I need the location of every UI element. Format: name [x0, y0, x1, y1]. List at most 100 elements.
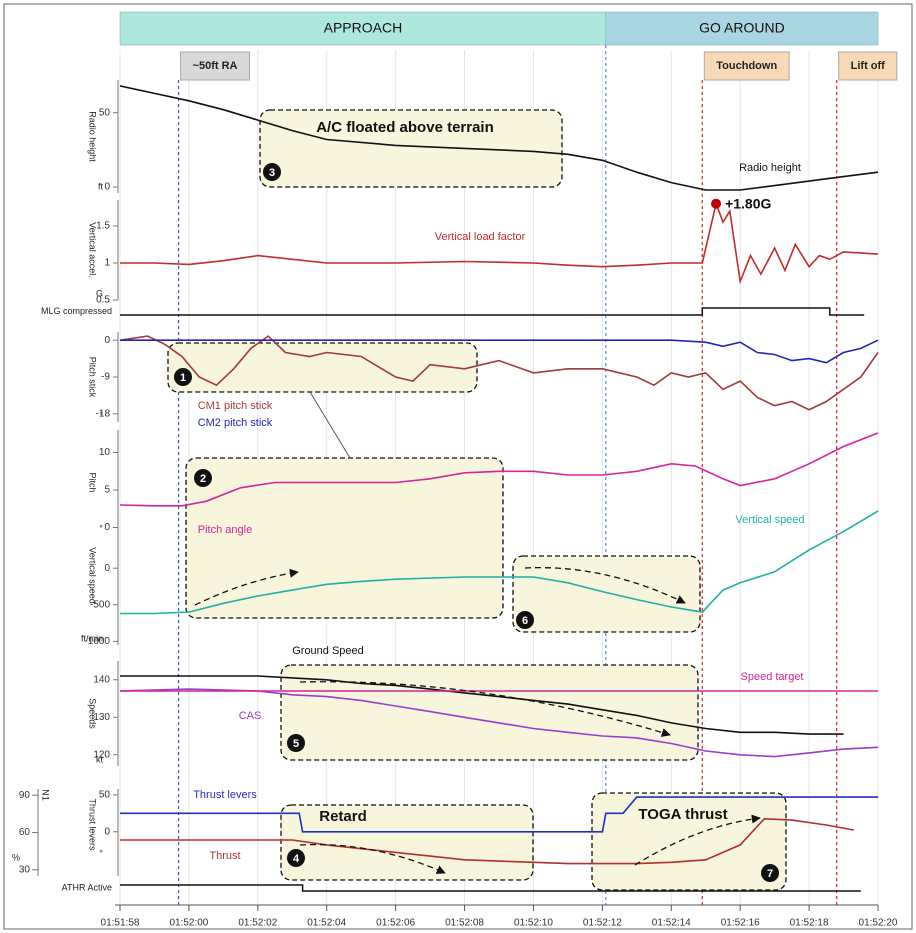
y2-tick-label: 50	[99, 790, 111, 801]
phase-bar	[605, 11, 879, 46]
highlight-box	[512, 555, 701, 633]
series-label: Pitch angle	[198, 524, 252, 536]
y-unit: ft/min	[81, 633, 103, 643]
y-axis-label: Speeds	[88, 698, 98, 729]
series-line	[120, 339, 879, 364]
step-marker	[263, 163, 281, 181]
annotation-text: A/C floated above terrain	[316, 119, 494, 136]
y-tick-label: 140	[93, 674, 110, 685]
event-label: Touchdown	[716, 60, 777, 72]
y-tick-label: 5	[104, 485, 110, 496]
y-tick-label: 120	[93, 749, 110, 760]
y-unit: G	[96, 288, 103, 298]
y-tick-label: 30	[19, 864, 31, 875]
event-box	[180, 51, 251, 81]
x-tick-label: 01:52:04	[307, 918, 346, 929]
series-line	[120, 675, 844, 735]
x-tick-label: 01:51:58	[101, 918, 140, 929]
state-line	[120, 307, 865, 316]
panel-label: ATHR Active	[62, 882, 112, 892]
series-label: CM2 pitch stick	[198, 417, 273, 429]
series-line	[120, 510, 879, 615]
y-tick-label: 10	[99, 447, 111, 458]
step-marker	[287, 849, 305, 867]
connector	[309, 391, 351, 459]
series-line	[119, 85, 879, 191]
x-tick-label: 01:52:08	[445, 918, 484, 929]
highlight-box	[280, 804, 534, 881]
x-tick-label: 01:52:06	[376, 918, 415, 929]
series-line	[120, 200, 879, 285]
y-axis-label: Pitch stick	[88, 357, 98, 398]
y-axis-label: Pitch	[88, 472, 98, 492]
y-axis-label: Vertical speed	[88, 547, 98, 604]
y-axis-label: N1	[41, 789, 51, 801]
trend-arrow	[524, 566, 686, 604]
series-label: Speed target	[741, 671, 804, 683]
trend-arrow	[299, 681, 671, 737]
y-tick-label: 50	[99, 107, 111, 118]
series-label: CAS	[239, 710, 262, 722]
event-box	[838, 51, 898, 81]
annotation-text: Retard	[319, 808, 367, 825]
state-line	[120, 884, 861, 892]
series-line	[120, 817, 855, 865]
step-marker-label: 3	[269, 167, 275, 179]
y-unit: %	[12, 852, 20, 862]
x-tick-label: 01:52:14	[652, 918, 691, 929]
step-marker	[174, 368, 192, 386]
trend-arrow	[194, 568, 299, 606]
highlight-box	[591, 792, 787, 891]
x-tick-label: 01:52:10	[514, 918, 553, 929]
event-label: Lift off	[851, 60, 886, 72]
series-label: Thrust	[209, 850, 240, 862]
y-tick-label: -1000	[84, 636, 110, 647]
highlight-box	[259, 109, 563, 188]
series-line	[119, 335, 879, 411]
x-tick-label: 01:52:12	[583, 918, 622, 929]
series-label: Vertical speed	[735, 514, 804, 526]
panel-label: MLG compressed	[41, 306, 112, 316]
y2-unit: °	[99, 848, 103, 858]
event-label: ~50ft RA	[193, 60, 238, 72]
y-tick-label: 1.5	[96, 221, 110, 232]
step-marker	[516, 611, 534, 629]
series-line	[119, 688, 879, 758]
step-marker-label: 4	[293, 853, 300, 865]
step-marker-label: 7	[767, 868, 773, 880]
y2-tick-label: 0	[104, 826, 110, 837]
phase-label: APPROACH	[324, 20, 403, 36]
y2-axis-label: Thrust levers	[88, 798, 98, 851]
plot-layer	[119, 85, 879, 892]
peak-label: +1.80G	[725, 195, 771, 211]
step-marker-label: 5	[293, 738, 299, 750]
x-tick-label: 01:52:18	[790, 918, 829, 929]
y-tick-label: 0	[104, 563, 110, 574]
trend-arrow	[634, 814, 761, 866]
y-tick-label: 0	[104, 522, 110, 533]
y-tick-label: 130	[93, 712, 110, 723]
y-tick-label: -18	[96, 408, 111, 419]
y-unit: kt	[96, 754, 104, 764]
series-label: Ground Speed	[292, 645, 364, 657]
series-label: Radio height	[739, 162, 801, 174]
event-box	[703, 51, 790, 81]
y-tick-label: -500	[90, 599, 110, 610]
step-marker-label: 6	[522, 615, 528, 627]
y-axis-label: Vertical accel.	[88, 222, 98, 278]
y-tick-label: -9	[101, 372, 110, 383]
y-tick-label: 0.5	[96, 295, 110, 306]
y-tick-label: 0	[104, 335, 110, 346]
trend-arrow	[299, 843, 446, 874]
y-unit: °	[99, 410, 103, 420]
x-tick-label: 01:52:16	[721, 918, 760, 929]
x-tick-label: 01:52:02	[238, 918, 277, 929]
series-label: CM1 pitch stick	[198, 400, 273, 412]
y-tick-label: 0	[104, 182, 110, 193]
step-marker	[761, 864, 779, 882]
step-marker	[287, 734, 305, 752]
y-axis-label: Radio height	[88, 111, 98, 162]
annotation-layer: 01:51:58 01:52:00 01:52:02 01:52:04 01:52:06…	[12, 20, 898, 929]
annotation-text: TOGA thrust	[638, 806, 727, 823]
